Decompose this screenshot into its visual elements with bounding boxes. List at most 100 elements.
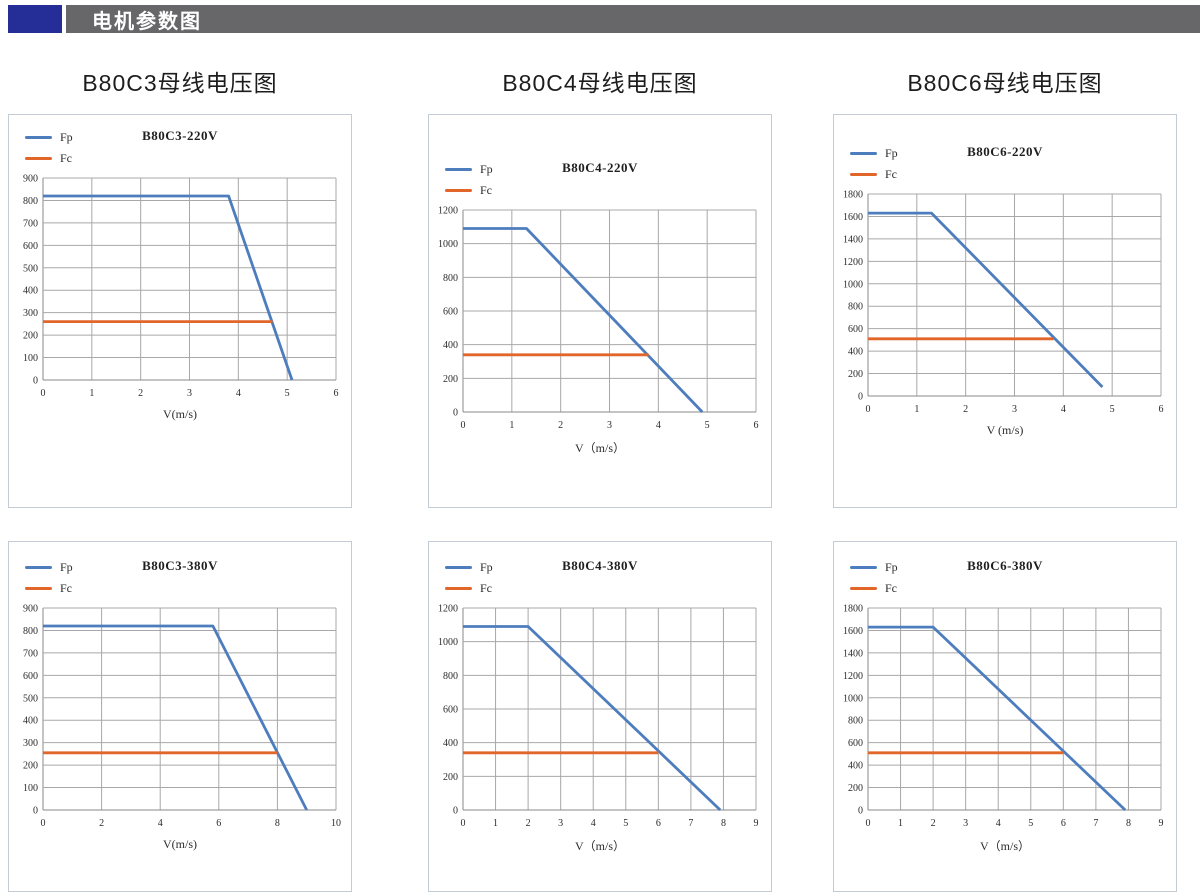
svg-text:600: 600 bbox=[443, 307, 458, 318]
x-tick-labels: 0 1 2 3 4 5 6 bbox=[866, 404, 1164, 415]
x-tick-labels: 0 2 4 6 8 10 bbox=[41, 818, 342, 829]
chart-panel: Fp Fc B80C3-220V 0 100 200 300 400 500 600 700 800 9… bbox=[8, 114, 352, 508]
svg-text:6: 6 bbox=[754, 420, 759, 431]
svg-text:3: 3 bbox=[558, 818, 563, 829]
svg-text:400: 400 bbox=[23, 286, 38, 297]
chart-panel: Fp Fc B80C6-380V 0 200 400 600 800 1000 1200 1400 1… bbox=[833, 541, 1177, 892]
fc-line-swatch-icon bbox=[25, 157, 52, 160]
svg-text:1000: 1000 bbox=[438, 637, 458, 648]
svg-text:8: 8 bbox=[721, 818, 726, 829]
svg-text:400: 400 bbox=[443, 738, 458, 749]
svg-text:200: 200 bbox=[848, 369, 863, 380]
svg-text:0: 0 bbox=[461, 420, 466, 431]
y-tick-labels: 0 200 400 600 800 1000 1200 bbox=[438, 206, 458, 419]
header-bar: 电机参数图 bbox=[66, 5, 1200, 33]
svg-text:0: 0 bbox=[461, 818, 466, 829]
svg-text:0: 0 bbox=[858, 392, 863, 403]
svg-text:0: 0 bbox=[41, 818, 46, 829]
chart-legend: Fp Fc bbox=[25, 127, 73, 169]
chart-legend: Fp Fc bbox=[25, 557, 73, 599]
chart-panel: Fp Fc B80C4-380V 0 200 400 600 800 1000 1200 0 1 2 3 4… bbox=[428, 541, 772, 892]
chart-header: Fp Fc B80C6-380V bbox=[834, 542, 1176, 603]
fc-line-swatch-icon bbox=[445, 189, 472, 192]
chart-canvas: 0 100 200 300 400 500 600 700 800 900 0 2 4 6 8 10 bbox=[23, 604, 342, 830]
fp-line-swatch-icon bbox=[25, 136, 52, 139]
fp-line-swatch-icon bbox=[850, 152, 877, 155]
legend-label: Fp bbox=[60, 560, 73, 574]
gridlines bbox=[462, 209, 757, 413]
fc-line-swatch-icon bbox=[850, 173, 877, 176]
svg-text:7: 7 bbox=[1093, 818, 1098, 829]
svg-text:8: 8 bbox=[1126, 818, 1131, 829]
x-tick-labels: 0 1 2 3 4 5 6 7 8 9 bbox=[461, 818, 759, 829]
legend-label: Fp bbox=[885, 146, 898, 160]
svg-text:1: 1 bbox=[509, 420, 514, 431]
chart-inner-title: B80C3-220V bbox=[142, 128, 218, 143]
svg-text:3: 3 bbox=[963, 818, 968, 829]
svg-text:9: 9 bbox=[754, 818, 759, 829]
chart-header: Fp Fc B80C6-220V bbox=[834, 115, 1176, 189]
legend-label: Fp bbox=[480, 162, 493, 176]
svg-text:6: 6 bbox=[656, 818, 661, 829]
chart-header: Fp Fc B80C4-220V bbox=[429, 115, 771, 205]
svg-text:1000: 1000 bbox=[438, 239, 458, 250]
svg-text:5: 5 bbox=[285, 388, 290, 399]
svg-text:200: 200 bbox=[443, 374, 458, 385]
y-tick-labels: 0 200 400 600 800 1000 1200 1400 1600 1800 bbox=[843, 604, 863, 817]
svg-text:0: 0 bbox=[33, 806, 38, 817]
svg-text:8: 8 bbox=[275, 818, 280, 829]
chart-panel: Fp Fc B80C3-380V 0 100 200 300 400 500 600 700 800 9… bbox=[8, 541, 352, 892]
chart-inner-title: B80C4-220V bbox=[562, 160, 638, 175]
svg-text:4: 4 bbox=[656, 420, 661, 431]
legend-item-fc: Fc bbox=[445, 180, 493, 201]
svg-text:800: 800 bbox=[848, 716, 863, 727]
legend-label: Fc bbox=[885, 167, 897, 181]
svg-text:2: 2 bbox=[526, 818, 531, 829]
svg-text:1200: 1200 bbox=[438, 206, 458, 217]
fp-series-line bbox=[43, 194, 294, 381]
fp-series-line bbox=[463, 625, 722, 812]
legend-label: Fp bbox=[885, 560, 898, 574]
svg-text:0: 0 bbox=[453, 806, 458, 817]
chart-canvas: 0 200 400 600 800 1000 1200 0 1 2 3 4 5 6 bbox=[438, 206, 759, 432]
svg-text:1800: 1800 bbox=[843, 190, 863, 201]
chart-legend: Fp Fc bbox=[850, 143, 898, 185]
svg-text:600: 600 bbox=[443, 705, 458, 716]
svg-text:3: 3 bbox=[607, 420, 612, 431]
chart-inner-title: B80C4-380V bbox=[562, 558, 638, 573]
legend-label: Fc bbox=[480, 581, 492, 595]
svg-text:3: 3 bbox=[1012, 404, 1017, 415]
svg-text:1400: 1400 bbox=[843, 234, 863, 245]
legend-item-fc: Fc bbox=[25, 578, 73, 599]
svg-text:7: 7 bbox=[688, 818, 693, 829]
chart-inner-title: B80C6-380V bbox=[967, 558, 1043, 573]
fc-line-swatch-icon bbox=[445, 587, 472, 590]
svg-text:200: 200 bbox=[443, 772, 458, 783]
legend-item-fc: Fc bbox=[445, 578, 493, 599]
svg-text:600: 600 bbox=[848, 324, 863, 335]
x-axis-title: V(m/s) bbox=[163, 837, 197, 851]
chart-legend: Fp Fc bbox=[850, 557, 898, 599]
x-axis-title: V（m/s） bbox=[574, 839, 625, 853]
panel-title: B80C3母线电压图 bbox=[82, 70, 278, 96]
chart-inner-title: B80C6-220V bbox=[967, 144, 1043, 159]
y-tick-labels: 0 100 200 300 400 500 600 700 800 900 bbox=[23, 174, 38, 387]
svg-text:400: 400 bbox=[23, 716, 38, 727]
legend-label: Fc bbox=[60, 151, 72, 165]
svg-text:400: 400 bbox=[848, 347, 863, 358]
svg-text:800: 800 bbox=[23, 196, 38, 207]
legend-item-fc: Fc bbox=[850, 164, 898, 185]
gridlines bbox=[42, 607, 337, 811]
legend-item-fc: Fc bbox=[850, 578, 898, 599]
page-title: 电机参数图 bbox=[92, 10, 202, 33]
x-tick-labels: 0 1 2 3 4 5 6 bbox=[461, 420, 759, 431]
header-accent-block bbox=[8, 5, 62, 33]
svg-text:5: 5 bbox=[623, 818, 628, 829]
chart-inner-title: B80C3-380V bbox=[142, 558, 218, 573]
chart-canvas: 0 100 200 300 400 500 600 700 800 900 0 1 2 3 4 5 6 bbox=[23, 174, 339, 400]
gridlines bbox=[42, 177, 337, 381]
svg-text:100: 100 bbox=[23, 783, 38, 794]
svg-text:6: 6 bbox=[334, 388, 339, 399]
panel-title: B80C6母线电压图 bbox=[907, 70, 1103, 96]
